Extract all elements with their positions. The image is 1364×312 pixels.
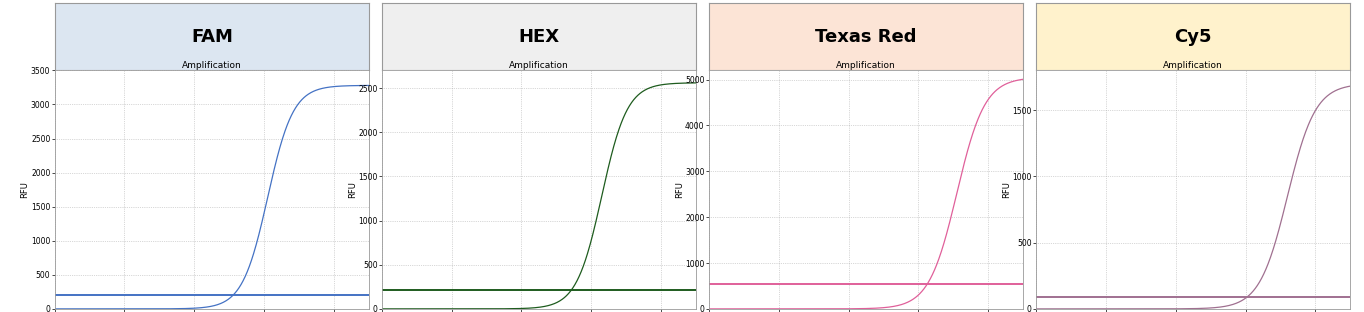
Title: Amplification: Amplification [1163,61,1224,70]
Text: HEX: HEX [518,28,559,46]
Text: Texas Red: Texas Red [816,28,917,46]
Y-axis label: RFU: RFU [675,181,683,198]
Text: Cy5: Cy5 [1174,28,1211,46]
Title: Amplification: Amplification [181,61,241,70]
Title: Amplification: Amplification [836,61,896,70]
Title: Amplification: Amplification [509,61,569,70]
Y-axis label: RFU: RFU [348,181,357,198]
Y-axis label: RFU: RFU [20,181,30,198]
Text: FAM: FAM [191,28,233,46]
Y-axis label: RFU: RFU [1003,181,1011,198]
